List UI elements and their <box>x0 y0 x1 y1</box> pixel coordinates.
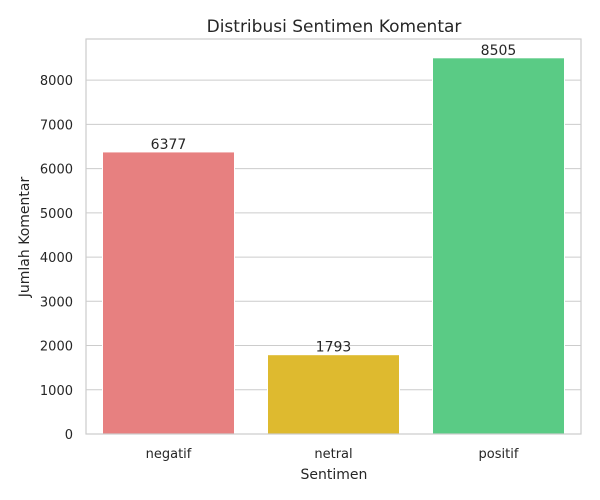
y-tick-label: 1000 <box>40 384 73 399</box>
y-tick-label: 2000 <box>40 340 73 355</box>
y-tick-label: 6000 <box>40 163 73 178</box>
chart-title: Distribusi Sentimen Komentar <box>207 17 462 37</box>
y-tick-label: 8000 <box>40 74 73 89</box>
plot-frame <box>85 38 582 435</box>
bars <box>102 57 565 435</box>
bar-netral <box>267 354 400 435</box>
bar-negatif <box>102 151 235 435</box>
y-tick-label: 3000 <box>40 295 73 310</box>
x-tick-label-netral: netral <box>314 447 352 462</box>
x-axis-label: Sentimen <box>301 467 368 483</box>
x-tick-labels: negatif netral positif <box>146 447 519 462</box>
y-tick-label: 5000 <box>40 207 73 222</box>
x-tick-label-positif: positif <box>479 447 519 462</box>
data-label-netral: 1793 <box>316 340 352 356</box>
bar-positif <box>432 57 565 435</box>
y-axis-label: Jumlah Komentar <box>17 177 33 299</box>
data-label-negatif: 6377 <box>151 137 187 153</box>
data-labels: 6377 1793 8505 <box>151 43 517 356</box>
y-tick-label: 7000 <box>40 118 73 133</box>
data-label-positif: 8505 <box>481 43 517 59</box>
y-tick-label: 0 <box>65 428 73 443</box>
y-tick-label: 4000 <box>40 251 73 266</box>
x-tick-label-negatif: negatif <box>146 447 192 462</box>
y-tick-labels: 0 1000 2000 3000 4000 5000 6000 7000 8000 <box>40 74 73 443</box>
